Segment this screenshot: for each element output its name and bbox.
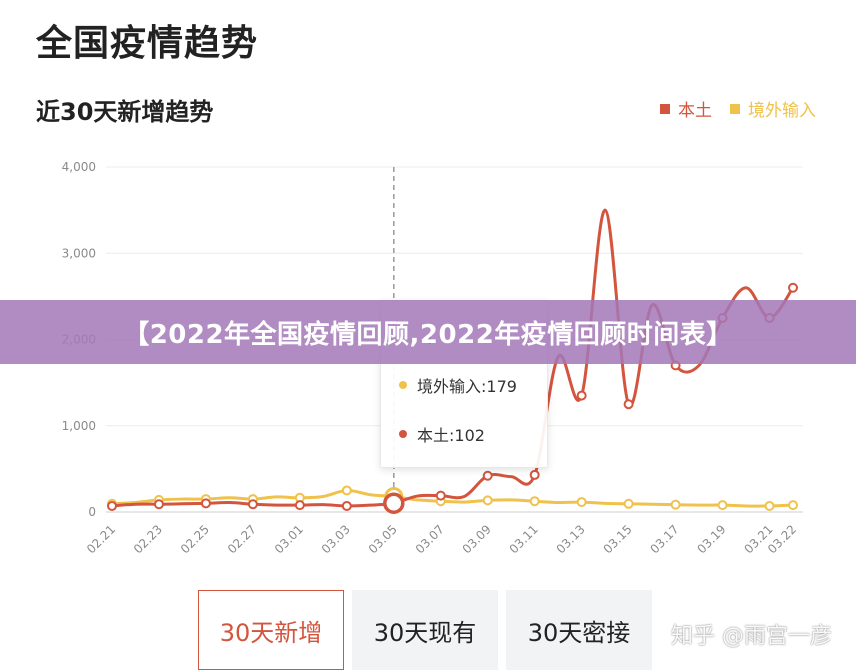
tooltip-row-local: 本土:102 — [399, 422, 485, 446]
x-tick-label: 03.05 — [366, 522, 400, 556]
banner-text: 【2022年全国疫情回顾,2022年疫情回顾时间表】 — [123, 319, 733, 350]
x-tick-label: 02.25 — [178, 522, 212, 556]
data-point-local — [788, 282, 798, 293]
data-point-local — [435, 490, 446, 501]
data-point-local — [247, 499, 258, 510]
x-tick-label: 03.13 — [554, 522, 588, 556]
data-point-imported — [788, 500, 798, 511]
x-tick-label: 02.27 — [225, 522, 259, 556]
data-point-imported — [764, 500, 775, 511]
x-tick-label: 03.01 — [272, 522, 306, 556]
data-point-local — [482, 470, 493, 481]
data-point-imported — [482, 495, 493, 506]
data-point-imported — [341, 485, 352, 496]
trend-chart[interactable]: 01,0002,0003,0004,00002.2102.2302.2502.2… — [0, 0, 856, 590]
tooltip-label-imported: 境外输入:179 — [417, 377, 517, 396]
page-title: 全国疫情趋势 — [36, 23, 259, 64]
data-point-local — [294, 500, 305, 511]
data-point-imported — [670, 499, 681, 510]
tooltip-dot-imported — [399, 381, 407, 389]
data-point-imported — [717, 500, 728, 511]
legend-swatch-local — [660, 103, 670, 114]
data-point-local — [623, 399, 634, 410]
x-tick-label: 03.15 — [601, 522, 635, 556]
data-point-imported — [623, 498, 634, 509]
highlight-point-local — [383, 492, 405, 514]
x-tick-label: 03.07 — [413, 522, 447, 556]
x-tick-label: 03.19 — [694, 522, 728, 556]
y-tick-label: 0 — [88, 505, 96, 519]
tab-30-day-new[interactable]: 30天新增 — [198, 590, 344, 670]
legend-swatch-imported — [730, 103, 740, 114]
legend-item-imported[interactable]: 境外输入 — [730, 96, 816, 121]
data-point-local — [200, 498, 211, 509]
x-tick-label: 03.17 — [648, 522, 682, 556]
data-point-local — [153, 499, 164, 510]
data-point-local — [529, 469, 540, 480]
data-point-imported — [576, 497, 587, 508]
data-point-local — [107, 500, 117, 511]
legend-item-local[interactable]: 本土 — [660, 96, 712, 121]
data-point-local — [576, 390, 587, 401]
tooltip-row-imported: 境外输入:179 — [399, 373, 517, 397]
range-tabs: 30天新增 30天现有 30天密接 — [198, 590, 652, 670]
data-point-imported — [529, 496, 540, 507]
data-point-local — [341, 500, 352, 511]
tab-30-day-contacts[interactable]: 30天密接 — [506, 590, 652, 670]
x-tick-label: 03.11 — [507, 522, 541, 556]
legend-label-local: 本土 — [678, 101, 712, 121]
legend-label-imported: 境外输入 — [748, 101, 816, 121]
tooltip-dot-local — [399, 430, 407, 438]
title-banner: 【2022年全国疫情回顾,2022年疫情回顾时间表】 — [0, 300, 856, 364]
x-tick-label: 02.21 — [84, 522, 118, 556]
y-tick-label: 1,000 — [62, 419, 96, 433]
chart-legend: 本土 境外输入 — [660, 96, 816, 121]
x-tick-label: 02.23 — [131, 522, 165, 556]
y-tick-label: 3,000 — [62, 246, 96, 260]
x-tick-label: 03.03 — [319, 522, 353, 556]
chart-title: 近30天新增趋势 — [36, 98, 214, 126]
y-tick-label: 4,000 — [62, 160, 96, 174]
tooltip-label-local: 本土:102 — [417, 426, 485, 445]
x-tick-label: 03.09 — [460, 522, 494, 556]
watermark: 知乎 @雨宫一彦 — [671, 624, 832, 649]
tab-30-day-current[interactable]: 30天现有 — [352, 590, 498, 670]
